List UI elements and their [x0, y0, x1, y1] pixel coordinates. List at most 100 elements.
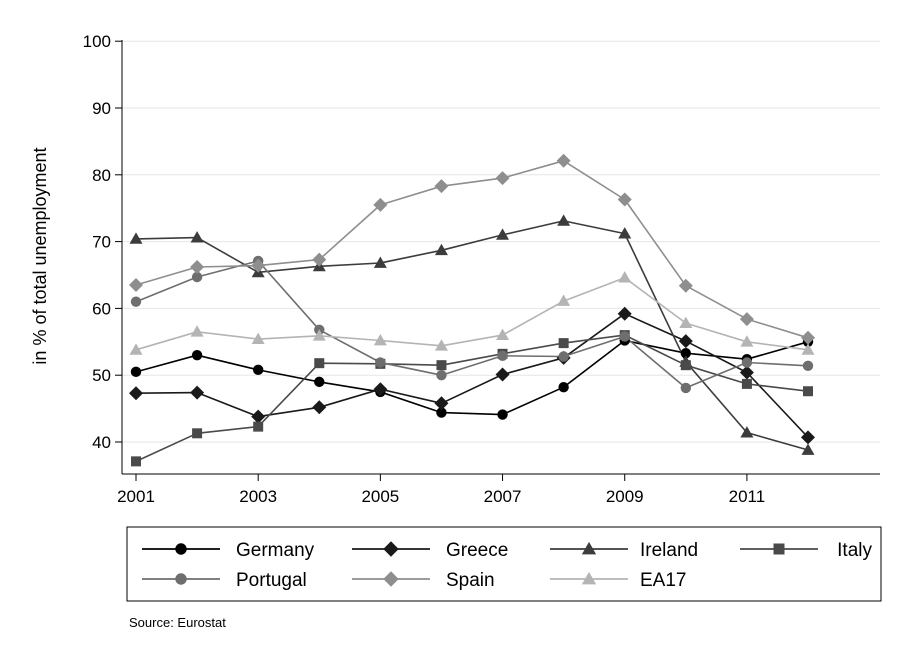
point-greece-2003 [251, 409, 266, 424]
point-ireland-2002 [190, 231, 204, 243]
point-ea17-2002 [190, 325, 204, 337]
point-ea17-2012 [801, 343, 815, 355]
y-axis-title: in % of total unemployment [30, 147, 50, 364]
x-tick-label-2007: 2007 [484, 487, 522, 506]
point-spain-2010 [678, 278, 693, 293]
legend-label-spain: Spain [446, 570, 495, 591]
point-germany-2002 [191, 349, 203, 361]
y-tick-label-50: 50 [92, 366, 111, 385]
point-portugal-2011 [741, 357, 753, 368]
point-germany-2008 [558, 382, 569, 393]
point-ireland-2007 [496, 228, 510, 240]
series-markers [129, 153, 815, 467]
point-italy-2002 [192, 428, 203, 439]
x-tick-label-2009: 2009 [606, 487, 644, 506]
series-lines [135, 160, 809, 463]
legend-label-germany: Germany [236, 540, 315, 561]
point-italy-2003 [253, 421, 264, 432]
legend-marker-germany [175, 543, 187, 555]
point-portugal-2009 [619, 331, 630, 342]
point-ea17-2004 [312, 329, 326, 341]
point-greece-2004 [312, 400, 327, 415]
source-note: Source: Eurostat [129, 615, 226, 630]
point-spain-2009 [617, 192, 632, 207]
point-ireland-2005 [373, 256, 387, 268]
point-greece-2009 [617, 306, 632, 321]
point-ireland-2009 [618, 227, 632, 239]
y-tick-label-40: 40 [92, 433, 111, 452]
point-italy-2006 [436, 360, 447, 371]
point-greece-2005 [373, 382, 388, 397]
point-italy-2011 [741, 378, 752, 389]
series-line-portugal [135, 260, 809, 389]
point-italy-2010 [680, 360, 691, 371]
point-spain-2012 [801, 330, 815, 345]
point-ea17-2007 [496, 328, 510, 340]
y-tick-label-60: 60 [92, 299, 111, 318]
point-italy-2004 [314, 358, 325, 369]
point-portugal-2008 [558, 351, 569, 362]
point-ea17-2011 [740, 335, 754, 347]
legend-marker-portugal [175, 573, 187, 585]
legend-marker-ireland [581, 541, 597, 555]
point-portugal-2006 [436, 370, 447, 381]
point-spain-2005 [373, 197, 388, 212]
legend-label-portugal: Portugal [236, 570, 307, 591]
series-line-germany [135, 339, 809, 416]
series-line-spain [135, 160, 809, 339]
point-spain-2003 [251, 258, 266, 273]
point-ea17-2008 [557, 294, 571, 306]
point-ireland-2008 [557, 214, 571, 226]
point-ireland-2001 [129, 232, 143, 244]
y-tick-label-80: 80 [92, 166, 111, 185]
legend-label-greece: Greece [446, 540, 508, 561]
point-greece-2002 [190, 385, 205, 400]
axes: 40 50 60 70 80 90 100 2001 2003 2005 2007 2009 2011 [83, 32, 880, 506]
point-spain-2008 [556, 153, 571, 168]
point-ea17-2006 [434, 339, 448, 351]
point-portugal-2012 [802, 360, 814, 372]
point-ea17-2005 [373, 333, 387, 346]
point-greece-2012 [801, 430, 815, 445]
x-tick-label-2003: 2003 [239, 487, 277, 506]
point-portugal-2002 [191, 271, 203, 283]
legend-label-ea17: EA17 [640, 570, 686, 591]
legend: Germany Greece Ireland Italy Portugal Spain EA… [126, 526, 882, 602]
point-italy-2008 [558, 338, 569, 349]
point-portugal-2010 [680, 382, 692, 394]
series-line-greece [135, 312, 809, 438]
legend-marker-italy [773, 543, 785, 555]
legend-marker-ea17 [581, 571, 597, 585]
legend-marker-spain [383, 571, 399, 587]
point-ireland-2006 [434, 243, 448, 256]
point-spain-2007 [495, 171, 510, 186]
point-portugal-2005 [375, 357, 386, 368]
point-ea17-2009 [618, 271, 632, 283]
y-tick-label-90: 90 [92, 99, 111, 118]
legend-marker-greece [383, 541, 399, 557]
series-line-ea17 [135, 276, 809, 351]
point-portugal-2007 [497, 350, 508, 362]
x-tick-label-2005: 2005 [361, 487, 399, 506]
point-portugal-2001 [130, 296, 142, 307]
point-italy-2001 [131, 456, 141, 467]
point-greece-2010 [678, 334, 693, 349]
point-ireland-2012 [801, 443, 815, 455]
point-ea17-2001 [129, 343, 143, 355]
point-ea17-2010 [679, 316, 693, 328]
legend-label-ireland: Ireland [640, 540, 698, 561]
legend-box [126, 526, 882, 602]
y-tick-label-70: 70 [92, 233, 111, 252]
y-tick-label-100: 100 [83, 32, 111, 51]
point-greece-2011 [739, 365, 754, 380]
point-ea17-2003 [251, 332, 265, 345]
point-greece-2001 [129, 386, 143, 401]
point-spain-2011 [739, 312, 754, 327]
x-tick-label-2011: 2011 [729, 487, 766, 506]
point-germany-2004 [314, 376, 325, 388]
x-tick-label-2001: 2001 [117, 487, 155, 506]
legend-label-italy: Italy [837, 540, 872, 561]
point-germany-2001 [130, 366, 142, 378]
point-greece-2006 [434, 396, 449, 411]
point-spain-2001 [129, 278, 143, 293]
